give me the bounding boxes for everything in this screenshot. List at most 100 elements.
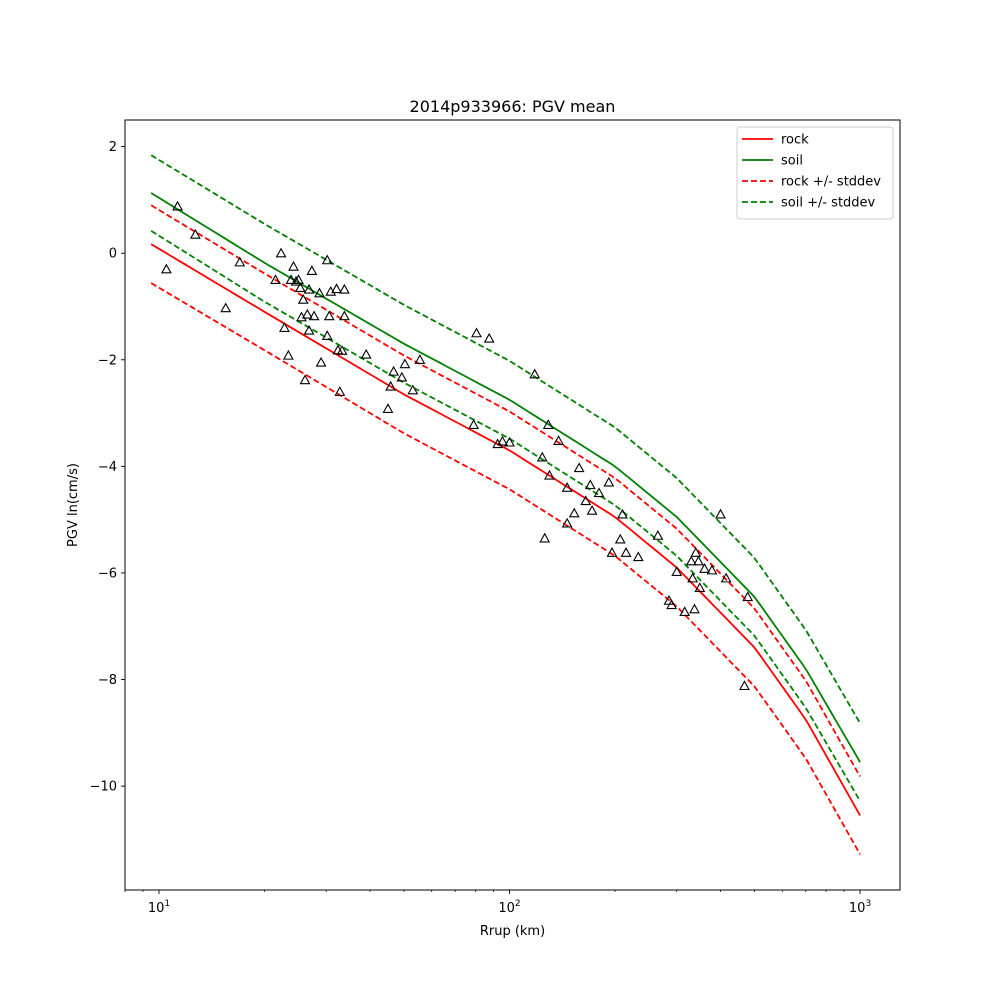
data-point	[471, 327, 482, 338]
data-point	[561, 517, 573, 528]
data-point	[321, 254, 333, 265]
data-point	[288, 260, 299, 271]
data-point	[539, 532, 551, 543]
data-point	[160, 263, 172, 274]
data-point	[301, 308, 313, 319]
legend-label: soil +/- stddev	[781, 196, 876, 211]
data-point	[338, 310, 350, 321]
data-point	[293, 274, 304, 285]
data-point	[299, 374, 311, 385]
y-tick-label: −4	[98, 460, 117, 475]
data-point	[693, 555, 704, 566]
data-point	[189, 228, 201, 239]
y-axis: 2 0 −2 −4 −6 −8 −10	[90, 140, 125, 795]
data-point	[323, 310, 335, 321]
data-point	[584, 479, 596, 490]
data-point	[536, 451, 548, 462]
data-point	[687, 572, 699, 583]
data-point	[606, 547, 618, 557]
data-point	[529, 368, 541, 379]
data-point	[270, 274, 281, 285]
data-point	[666, 599, 678, 610]
data-point	[290, 275, 302, 286]
y-tick-label: −2	[98, 353, 117, 368]
data-point	[172, 200, 184, 211]
data-point	[542, 419, 554, 429]
data-point	[679, 606, 691, 616]
data-point	[220, 302, 232, 313]
curve-stddev-3	[150, 282, 861, 855]
data-point	[315, 356, 327, 367]
y-tick-label: 0	[109, 247, 117, 262]
data-point	[497, 435, 508, 446]
data-point	[715, 508, 726, 519]
y-tick-label: 2	[109, 140, 117, 155]
data-point	[652, 530, 664, 540]
data-point	[297, 293, 309, 304]
curve-soil-stddev-4	[150, 154, 861, 724]
data-point	[586, 504, 598, 515]
data-point	[699, 563, 710, 573]
y-tick-label: −6	[98, 566, 117, 581]
data-point	[303, 283, 315, 294]
data-point	[414, 354, 426, 364]
x-axis: 101 102 103	[124, 890, 871, 916]
data-point	[321, 330, 333, 340]
legend-label: soil	[781, 154, 803, 169]
data-point	[285, 274, 297, 285]
curve-rock-0	[150, 243, 861, 816]
data-point	[279, 322, 290, 332]
data-point	[689, 603, 700, 614]
data-point	[580, 495, 592, 506]
data-point	[338, 283, 350, 294]
data-point	[308, 310, 320, 321]
y-axis-label: PGV ln(cm/s)	[66, 463, 81, 547]
plot-area-frame	[124, 119, 901, 891]
data-point	[336, 345, 348, 355]
legend-box	[736, 126, 894, 220]
data-point	[561, 482, 573, 492]
data-point	[504, 436, 515, 447]
data-point	[706, 564, 718, 575]
data-point	[553, 435, 564, 445]
legend: rock soil rock +/- stddev soil +/- stddev	[736, 126, 894, 220]
data-point	[492, 438, 504, 449]
curve-rock-stddev-2	[150, 204, 861, 777]
curve-soil-1	[150, 192, 861, 763]
data-point	[331, 283, 342, 294]
legend-label: rock	[781, 133, 809, 148]
data-point	[694, 582, 706, 593]
curve-stddev-5	[150, 230, 861, 802]
y-tick-label: −10	[90, 780, 117, 795]
data-point	[720, 572, 732, 583]
data-point	[568, 507, 580, 518]
data-point	[275, 247, 287, 258]
data-point	[671, 566, 683, 577]
data-point	[282, 349, 294, 360]
data-point	[360, 348, 372, 359]
data-point	[468, 419, 480, 429]
data-point	[483, 332, 495, 343]
data-point	[234, 256, 246, 267]
data-point	[396, 371, 408, 382]
data-point	[407, 384, 419, 395]
data-point	[388, 365, 400, 376]
data-point	[620, 547, 632, 557]
data-point	[614, 533, 626, 544]
data-point	[385, 380, 397, 391]
x-tick-label: 101	[148, 899, 170, 916]
data-point	[593, 487, 605, 498]
data-point	[303, 324, 315, 335]
data-point	[690, 547, 702, 557]
data-point	[573, 462, 585, 473]
x-tick-label: 102	[498, 899, 520, 916]
x-axis-label: Rrup (km)	[480, 924, 545, 939]
data-point	[739, 680, 750, 691]
data-point	[603, 476, 615, 487]
data-point	[685, 555, 697, 566]
data-point	[382, 403, 394, 413]
data-point	[314, 287, 325, 298]
data-point	[334, 386, 346, 396]
y-tick-label: −8	[98, 673, 117, 688]
